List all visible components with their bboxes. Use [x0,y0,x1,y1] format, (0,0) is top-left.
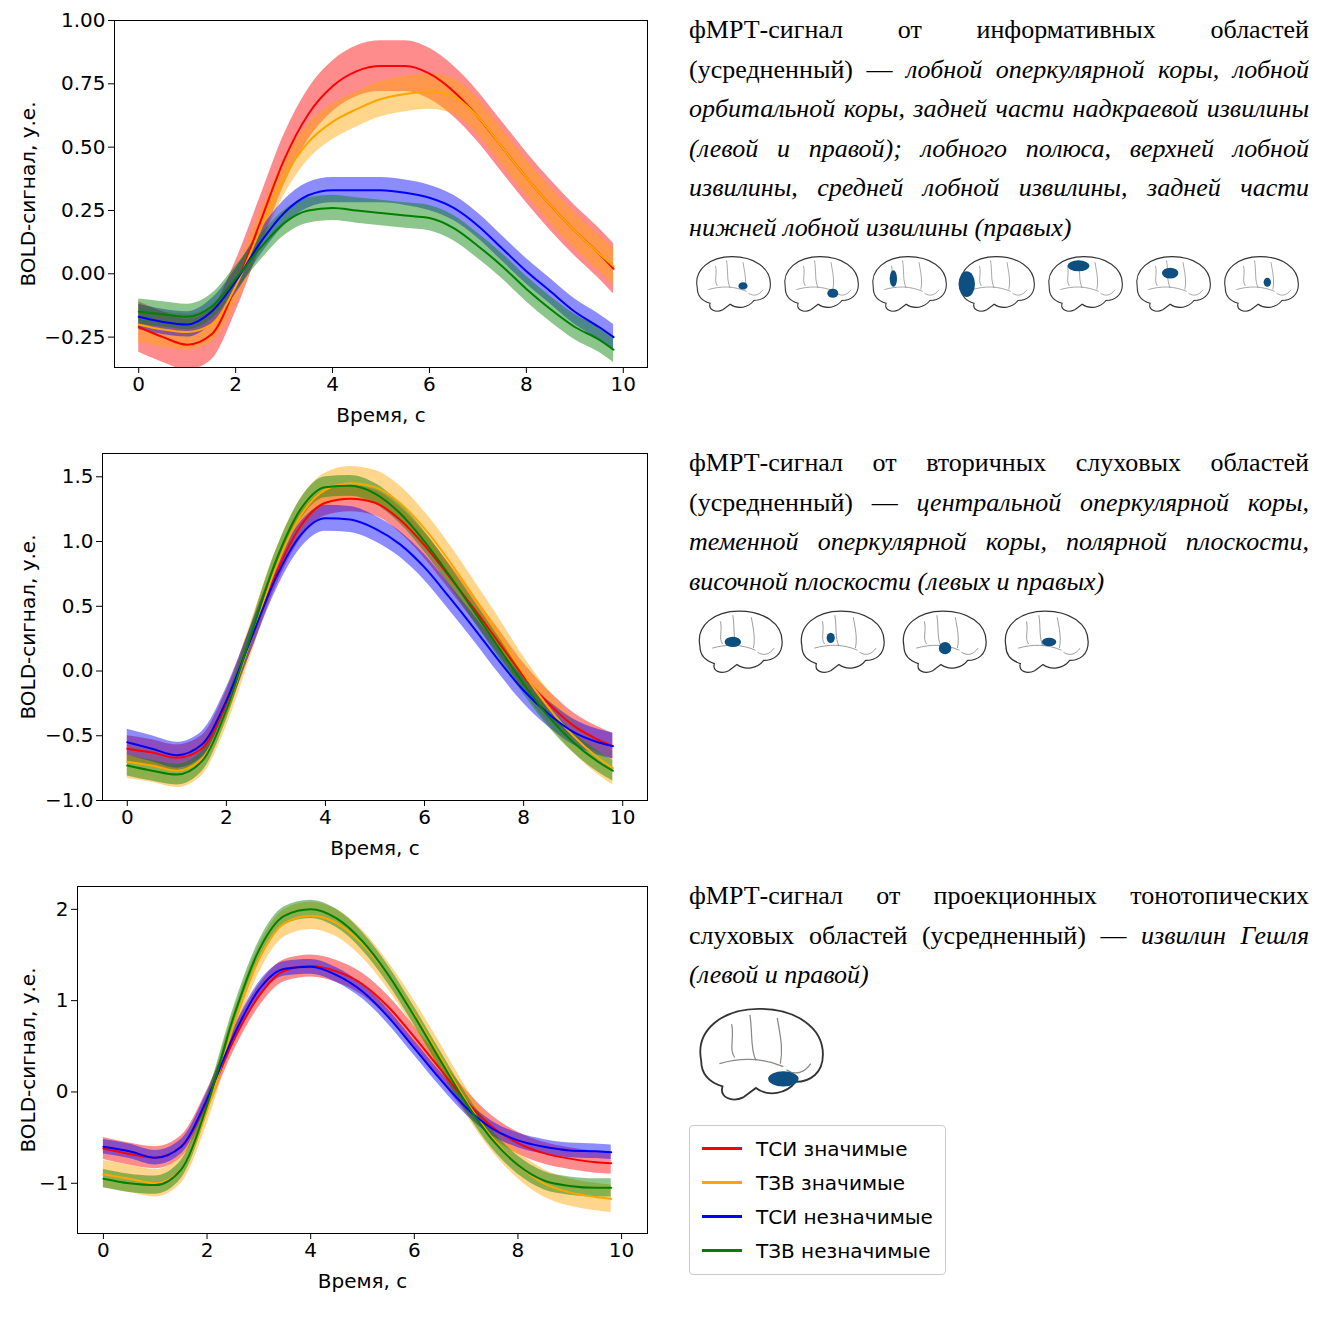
svg-text:4: 4 [326,372,339,396]
svg-text:4: 4 [319,805,332,829]
svg-text:Время, с: Время, с [330,836,420,860]
svg-text:0: 0 [132,372,145,396]
svg-text:6: 6 [418,805,431,829]
svg-text:0: 0 [121,805,134,829]
svg-text:6: 6 [423,372,436,396]
svg-text:8: 8 [512,1238,525,1262]
html-text:ТСИ значимые: ТСИ значимые [756,1136,908,1161]
svg-text:0: 0 [97,1238,110,1262]
svg-text:1.0: 1.0 [62,529,94,553]
svg-text:1: 1 [56,988,69,1012]
svg-text:1.5: 1.5 [62,464,94,488]
svg-text:0.00: 0.00 [61,261,106,285]
svg-text:0.50: 0.50 [61,135,106,159]
svg-text:−0.25: −0.25 [44,325,105,349]
svg-text:BOLD-сигнал, у.е.: BOLD-сигнал, у.е. [16,534,40,719]
svg-text:0: 0 [56,1079,69,1103]
svg-text:10: 10 [611,372,636,396]
html-text:ТСИ незначимые: ТСИ незначимые [756,1204,933,1229]
svg-text:0.0: 0.0 [62,658,94,682]
svg-text:0.25: 0.25 [61,198,106,222]
html-text:ТЗВ значимые: ТЗВ значимые [756,1170,906,1195]
svg-text:0.5: 0.5 [62,594,94,618]
svg-text:6: 6 [408,1238,421,1262]
svg-text:2: 2 [201,1238,214,1262]
svg-text:10: 10 [610,805,635,829]
svg-text:BOLD-сигнал, у.е.: BOLD-сигнал, у.е. [16,101,40,286]
svg-text:Время, с: Время, с [318,1269,408,1293]
svg-text:BOLD-сигнал, у.е.: BOLD-сигнал, у.е. [16,967,40,1152]
html-text:фМРТ-сигнал от проекционных то: фМРТ-сигнал от проекционных тонотопическ… [689,881,1309,989]
svg-text:2: 2 [56,897,69,921]
html-text:ТЗВ незначимые: ТЗВ незначимые [756,1238,931,1263]
svg-text:2: 2 [229,372,242,396]
svg-text:−1.0: −1.0 [45,788,94,812]
html-text:фМРТ-сигнал от информативных о: фМРТ-сигнал от информативных областей (у… [689,15,1309,242]
svg-text:10: 10 [609,1238,634,1262]
svg-text:1.00: 1.00 [61,8,106,32]
svg-text:−0.5: −0.5 [45,723,94,747]
svg-text:−1: −1 [39,1171,68,1195]
svg-text:0.75: 0.75 [61,71,106,95]
svg-text:2: 2 [220,805,233,829]
svg-text:Время, с: Время, с [336,403,426,427]
svg-text:8: 8 [517,805,530,829]
svg-text:4: 4 [304,1238,317,1262]
svg-text:8: 8 [520,372,533,396]
html-text:фМРТ-сигнал от вторичных слухо: фМРТ-сигнал от вторичных слуховых област… [689,448,1309,596]
